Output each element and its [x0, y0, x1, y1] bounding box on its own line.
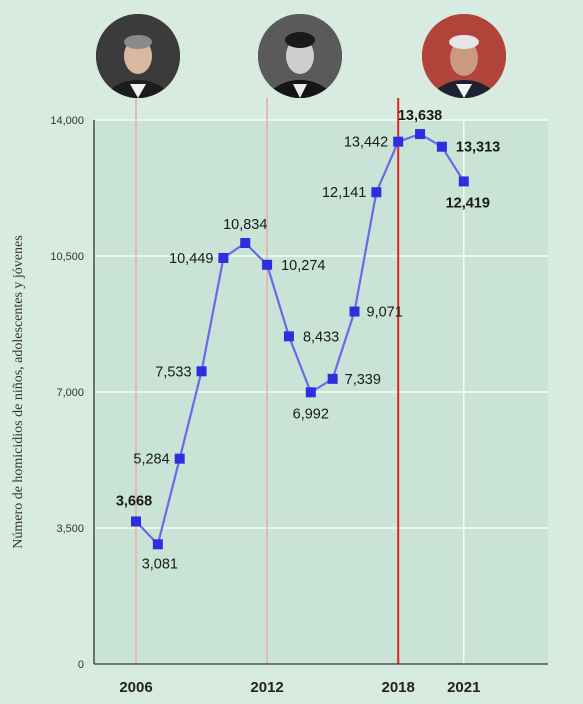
data-point: [152, 539, 163, 550]
data-point: [196, 366, 207, 377]
y-axis-title: Número de homicidios de niños, adolescen…: [11, 235, 26, 548]
y-tick-label: 14,000: [50, 115, 84, 127]
y-tick-label: 3,500: [56, 523, 84, 535]
data-label: 13,313: [456, 140, 500, 156]
data-point: [218, 252, 229, 263]
data-label: 10,834: [223, 217, 267, 233]
data-label: 7,339: [345, 372, 381, 388]
data-point: [262, 259, 273, 270]
data-point: [131, 516, 141, 527]
x-tick-label: 2006: [119, 679, 152, 696]
data-label: 9,071: [367, 305, 403, 321]
data-label: 13,638: [398, 108, 442, 124]
data-point: [458, 176, 469, 187]
x-tick-label: 2021: [447, 679, 480, 696]
data-point: [327, 373, 338, 384]
portrait-2018: [422, 14, 506, 98]
data-label: 13,442: [344, 135, 388, 151]
data-label: 5,284: [133, 452, 169, 468]
x-tick-label: 2018: [382, 679, 415, 696]
y-tick-label: 7,000: [56, 387, 84, 399]
y-tick-label: 10,500: [50, 251, 84, 263]
data-point: [305, 387, 316, 398]
data-point: [174, 453, 185, 464]
data-point: [371, 187, 382, 198]
x-tick-label: 2012: [250, 679, 283, 696]
portrait-2006: [96, 14, 180, 98]
data-label: 7,533: [155, 364, 191, 380]
data-point: [349, 306, 360, 317]
data-label: 3,081: [142, 556, 178, 572]
data-label: 8,433: [303, 329, 339, 345]
data-point: [283, 331, 294, 342]
data-point: [393, 136, 404, 147]
data-label: 10,274: [281, 258, 325, 274]
data-point: [415, 129, 426, 140]
data-label: 6,992: [293, 406, 329, 422]
data-label: 12,141: [322, 185, 366, 201]
data-label: 12,419: [446, 195, 490, 211]
data-label: 10,449: [169, 251, 213, 267]
portrait-2012: [258, 14, 342, 98]
data-label: 3,668: [116, 493, 152, 509]
data-point: [436, 141, 447, 152]
series-line: [135, 132, 465, 546]
data-point: [240, 238, 251, 249]
y-tick-label: 0: [78, 659, 84, 671]
